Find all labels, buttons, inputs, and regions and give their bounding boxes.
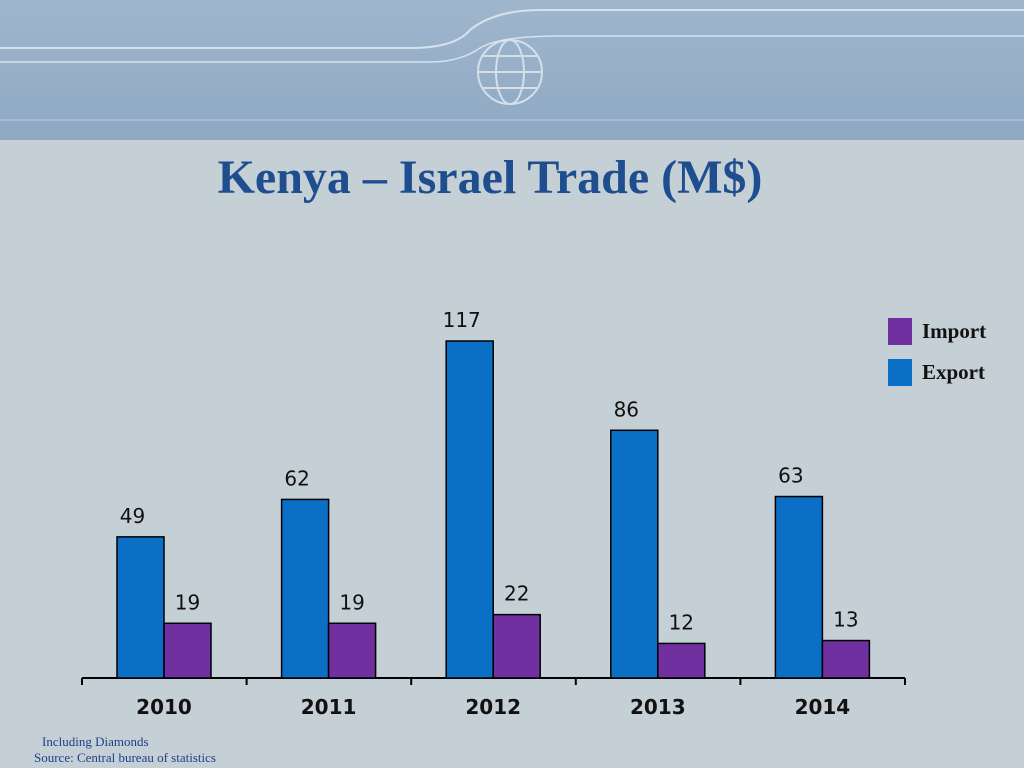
bar-import-2012 <box>492 613 541 679</box>
x-tick-label-2013: 2013 <box>630 695 686 719</box>
x-tick-label-2012: 2012 <box>465 695 521 719</box>
bar-export-2010 <box>116 536 165 679</box>
data-label-import-2014: 13 <box>833 608 858 632</box>
bar-export-2014 <box>774 495 824 679</box>
data-label-import-2010: 19 <box>175 590 200 614</box>
bar-export-2011 <box>280 498 330 679</box>
x-tick-label-2011: 2011 <box>301 695 357 719</box>
globe-logo-icon <box>477 39 543 105</box>
legend-swatch-import <box>888 318 912 345</box>
bar-import-2013 <box>657 642 706 679</box>
header-band <box>0 0 1024 140</box>
data-label-export-2014: 63 <box>778 464 803 488</box>
data-label-export-2012: 117 <box>443 308 481 332</box>
source-note: Source: Central bureau of statistics <box>34 750 216 765</box>
bar-import-2010 <box>163 622 212 679</box>
footnote: Including Diamonds <box>42 734 149 749</box>
legend-item-import: Import <box>888 318 986 345</box>
bar-export-2013 <box>610 429 659 679</box>
legend-label-import: Import <box>922 319 987 343</box>
bar-import-2011 <box>327 622 377 679</box>
legend-item-export: Export <box>888 359 985 386</box>
bar-import-2014 <box>821 639 871 679</box>
data-label-import-2012: 22 <box>504 582 529 606</box>
legend-label-export: Export <box>922 360 985 384</box>
bar-export-2012 <box>445 340 494 679</box>
data-label-export-2010: 49 <box>120 504 145 528</box>
legend-swatch-export <box>888 359 912 386</box>
data-label-export-2013: 86 <box>614 397 639 421</box>
x-tick-label-2010: 2010 <box>136 695 192 719</box>
data-label-import-2013: 12 <box>669 610 694 634</box>
x-tick-label-2014: 2014 <box>795 695 851 719</box>
slide-title: Kenya – Israel Trade (M$) <box>217 151 763 204</box>
data-label-export-2011: 62 <box>284 466 309 490</box>
header-decoration <box>0 9 1024 121</box>
data-label-import-2011: 19 <box>339 590 364 614</box>
